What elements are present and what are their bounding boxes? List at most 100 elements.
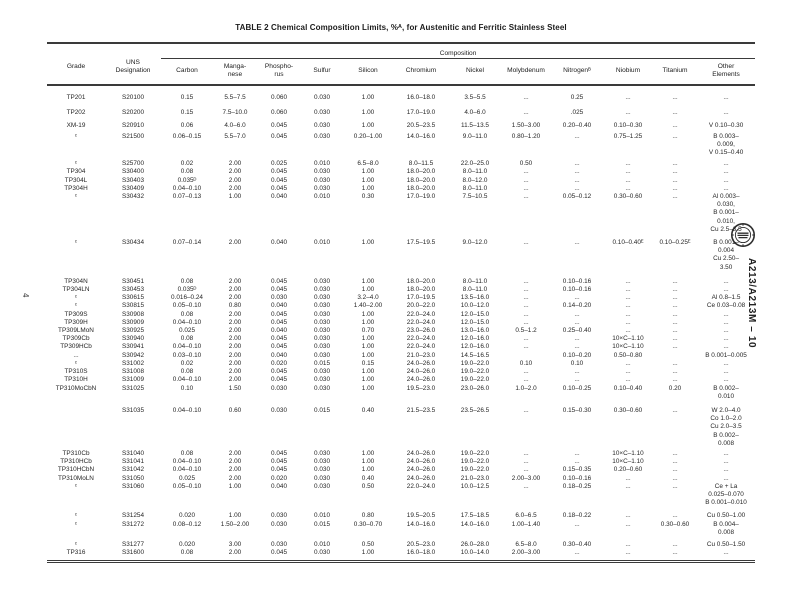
table-row: TP309Cb S30940 0.08 2.00 0.045 0.030 1.00 22.0–…	[47, 335, 755, 343]
niobium-cell: ...	[625, 540, 631, 548]
silicon-cell: 0.20–1.00	[353, 132, 383, 140]
titanium-cell: ...	[672, 302, 678, 310]
molybdenum-cell: ...	[523, 310, 529, 318]
manganese-cell: 2.00	[228, 310, 242, 318]
nickel-cell: 10.0–14.0	[460, 549, 490, 557]
nickel-cell: 9.0–11.0	[462, 132, 488, 140]
sulfur-cell: 0.030	[314, 109, 330, 117]
nickel-cell: 8.0–11.0	[462, 184, 488, 192]
chromium-cell: 18.0–20.0	[406, 286, 436, 294]
other-elements-cell: ...	[723, 109, 729, 117]
grade-cell: ᶜ	[74, 512, 78, 520]
manganese-cell: 2.00	[228, 239, 242, 247]
grade-cell: TP309S	[64, 310, 88, 318]
manganese-cell: 2.00	[228, 449, 242, 457]
table-row: ᶜ S25700 0.02 2.00 0.025 0.010 6.5–8.0 8.0–11.5…	[47, 157, 755, 168]
chromium-cell: 17.0–19.0	[406, 109, 436, 117]
nickel-cell: 21.0–23.0	[460, 474, 490, 482]
other-elements-cell: ...	[723, 277, 729, 285]
silicon-cell: 1.00	[361, 376, 375, 384]
col-header-phosphorus: Phospho- rus	[257, 58, 301, 86]
grade-cell: TP309HCb	[60, 343, 92, 351]
silicon-cell: 1.00	[361, 466, 375, 474]
other-elements-cell: ...	[723, 368, 729, 376]
molybdenum-cell: 0.10	[519, 359, 533, 367]
grade-cell: ᶜ	[74, 193, 78, 201]
nickel-cell: 19.0–22.0	[460, 359, 490, 367]
sulfur-cell: 0.030	[314, 94, 330, 101]
chromium-cell: 18.0–20.0	[406, 277, 436, 285]
grade-cell: TP309Cb	[62, 335, 90, 343]
nitrogen-cell: ...	[574, 458, 580, 466]
carbon-cell: 0.02	[180, 160, 194, 168]
nickel-cell: 26.0–28.0	[460, 540, 490, 548]
nitrogen-cell: 0.10–0.16	[562, 286, 592, 294]
col-header-uns: UNS Designation	[105, 43, 161, 86]
uns-designation-cell: S31050	[121, 474, 145, 482]
chromium-cell: 18.0–20.0	[406, 168, 436, 176]
col-header-niobium: Niobium	[603, 58, 653, 86]
nickel-cell: 12.0–16.0	[460, 343, 490, 351]
molybdenum-cell: 2.00–3.00	[511, 549, 541, 557]
nickel-cell: 12.0–16.0	[460, 335, 490, 343]
phosphorus-cell: 0.040	[271, 239, 287, 247]
grade-cell: ᶜ	[74, 302, 78, 310]
molybdenum-cell: ...	[523, 376, 529, 384]
nickel-cell: 7.5–10.5	[462, 193, 488, 201]
nickel-cell: 4.0–6.0	[464, 109, 486, 117]
nitrogen-cell: ...	[574, 376, 580, 384]
uns-designation-cell: S30925	[121, 327, 145, 335]
uns-designation-cell: S30403	[121, 176, 145, 184]
chromium-cell: 17.0–19.0	[406, 193, 436, 201]
silicon-cell: 0.30–0.70	[353, 520, 383, 528]
titanium-cell: 0.20	[668, 384, 682, 392]
chromium-cell: 24.0–26.0	[406, 474, 436, 482]
niobium-cell: ...	[625, 277, 631, 285]
uns-designation-cell: S30909	[121, 318, 145, 326]
other-elements-cell: ...	[723, 449, 729, 457]
table-row: TP309LMoN S30925 0.025 2.00 0.040 0.030 0.70 23…	[47, 327, 755, 335]
niobium-cell: ...	[625, 318, 631, 326]
sulfur-cell: 0.010	[314, 160, 330, 168]
nitrogen-cell: ...	[574, 310, 580, 318]
silicon-cell: 1.00	[361, 122, 375, 130]
niobium-cell: ...	[625, 310, 631, 318]
table-row: TP310S S31008 0.08 2.00 0.045 0.030 1.00 24.0–2…	[47, 368, 755, 376]
sulfur-cell: 0.010	[314, 193, 330, 201]
molybdenum-cell: 0.50	[519, 160, 533, 168]
titanium-cell: ...	[672, 449, 678, 457]
phosphorus-cell: 0.060	[271, 109, 287, 117]
nickel-cell: 8.0–12.0	[462, 176, 488, 184]
uns-designation-cell: S25700	[121, 160, 145, 168]
molybdenum-cell: ...	[523, 94, 529, 101]
titanium-cell: ...	[672, 376, 678, 384]
carbon-cell: 0.08	[180, 310, 194, 318]
nitrogen-cell: 0.25–0.40	[562, 327, 592, 335]
other-elements-cell: ...	[723, 335, 729, 343]
phosphorus-cell: 0.045	[271, 376, 287, 384]
sulfur-cell: 0.015	[314, 359, 330, 367]
titanium-cell: ...	[672, 359, 678, 367]
titanium-cell: 0.30–0.60	[660, 520, 690, 528]
sulfur-cell: 0.030	[314, 132, 330, 140]
silicon-cell: 1.00	[361, 239, 375, 247]
chromium-cell: 22.0–24.0	[406, 335, 436, 343]
niobium-cell: 0.75–1.25	[613, 132, 643, 140]
uns-designation-cell: S31009	[121, 376, 145, 384]
uns-designation-cell: S30908	[121, 310, 145, 318]
phosphorus-cell: 0.030	[271, 520, 287, 528]
molybdenum-cell: 0.5–1.2	[515, 327, 537, 335]
nitrogen-cell: 0.18–0.25	[562, 482, 592, 490]
table-row: ᶜ S31002 0.02 2.00 0.020 0.015 0.15 24.0–26.0 19…	[47, 360, 755, 368]
titanium-cell: ...	[672, 176, 678, 184]
silicon-cell: 0.50	[361, 540, 375, 548]
carbon-cell: 0.08	[180, 277, 194, 285]
carbon-cell: 0.05–0.10	[172, 482, 202, 490]
phosphorus-cell: 0.060	[271, 94, 287, 101]
grade-cell: TP310HCbN	[57, 466, 95, 474]
manganese-cell: 2.00	[228, 343, 242, 351]
phosphorus-cell: 0.045	[271, 286, 287, 294]
titanium-cell: ...	[672, 512, 678, 520]
carbon-cell: 0.15	[180, 94, 194, 101]
